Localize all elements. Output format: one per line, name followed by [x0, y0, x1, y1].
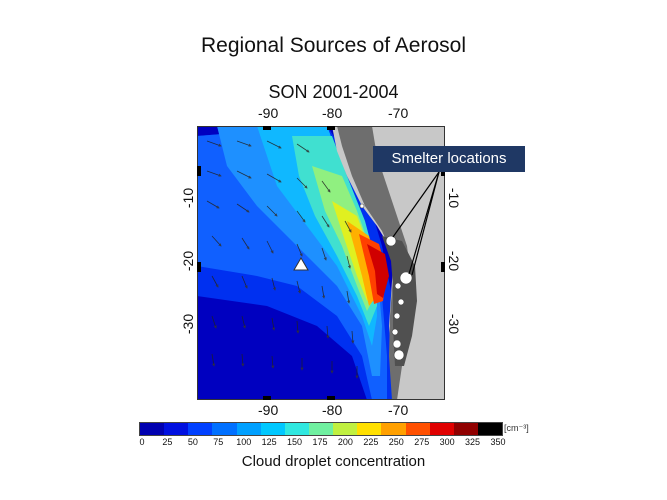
- colorbar-swatch: [453, 423, 478, 435]
- colorbar-swatch: [140, 423, 165, 435]
- smelter-dot: [359, 203, 365, 209]
- smelter-dot: [385, 235, 397, 247]
- colorbar-swatch: [308, 423, 334, 435]
- x-tick-bottom-90: -90: [258, 402, 279, 418]
- colorbar-swatch: [381, 423, 406, 435]
- triangle-marker: [293, 257, 309, 271]
- x-tick-top-70: -70: [388, 105, 409, 121]
- colorbar-swatch: [260, 423, 285, 435]
- colorbar-label: 125: [261, 437, 277, 447]
- y-tick-left-30: -30: [180, 313, 196, 335]
- colorbar-swatch: [236, 423, 261, 435]
- colorbar-label: 200: [337, 437, 353, 447]
- colorbar-label: 350: [490, 437, 506, 447]
- y-tick-left-10: -10: [180, 187, 196, 209]
- colorbar-swatch: [333, 423, 358, 435]
- smelter-dot: [391, 328, 399, 336]
- colorbar-swatch: [357, 423, 382, 435]
- colorbar-label: 175: [312, 437, 328, 447]
- smelter-locations-callout: Smelter locations: [373, 146, 525, 172]
- colorbar-swatch: [429, 423, 454, 435]
- x-tick-bottom-70: -70: [388, 402, 409, 418]
- x-tick-top-80: -80: [322, 105, 343, 121]
- colorbar-label: 0: [139, 437, 145, 447]
- map-subtitle: SON 2001-2004: [268, 82, 399, 102]
- smelter-dot: [393, 349, 405, 361]
- colorbar-swatch: [284, 423, 309, 435]
- x-tick-top-90: -90: [258, 105, 279, 121]
- colorbar-label: 300: [439, 437, 455, 447]
- colorbar-title: Cloud droplet concentration: [241, 453, 426, 470]
- colorbar-label: 150: [287, 437, 303, 447]
- colorbar-swatch: [188, 423, 213, 435]
- colorbar-label: 250: [388, 437, 404, 447]
- colorbar-label: 325: [465, 437, 481, 447]
- slide-title: Regional Sources of Aerosol: [201, 34, 466, 57]
- colorbar: [139, 422, 503, 436]
- smelter-dot: [394, 282, 402, 290]
- colorbar-label: 50: [187, 437, 198, 447]
- callout-pointers: [392, 171, 440, 276]
- colorbar-swatch: [164, 423, 189, 435]
- colorbar-swatch: [477, 423, 503, 435]
- y-tick-right-20: -20: [446, 250, 462, 272]
- colorbar-swatch: [405, 423, 430, 435]
- y-tick-right-30: -30: [446, 313, 462, 335]
- x-tick-bottom-80: -80: [322, 402, 343, 418]
- smelter-dot: [393, 312, 401, 320]
- smelter-dot: [392, 339, 402, 349]
- y-tick-right-10: -10: [446, 187, 462, 209]
- smelter-dot: [397, 298, 405, 306]
- colorbar-label: 225: [363, 437, 379, 447]
- smelter-dot: [399, 271, 413, 285]
- colorbar-swatch: [212, 423, 237, 435]
- colorbar-label: 75: [213, 437, 224, 447]
- colorbar-label: 275: [414, 437, 430, 447]
- colorbar-label: 25: [162, 437, 173, 447]
- y-tick-left-20: -20: [180, 250, 196, 272]
- colorbar-unit: [cm⁻³]: [504, 423, 529, 433]
- colorbar-label: 100: [236, 437, 252, 447]
